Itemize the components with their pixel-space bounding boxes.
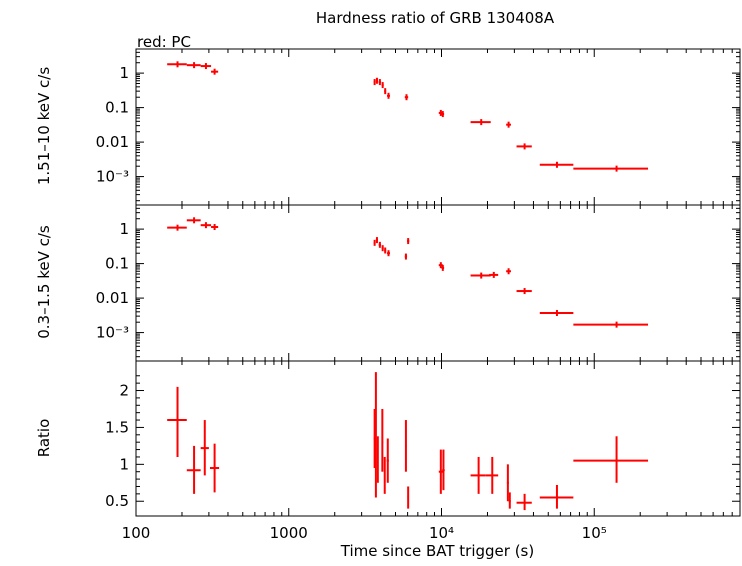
- x-axis-label: Time since BAT trigger (s): [340, 542, 535, 560]
- y-tick-label: 1.5: [105, 418, 129, 436]
- y-tick-label: 10⁻³: [96, 324, 129, 342]
- y-tick-label: 1: [119, 64, 129, 82]
- y-tick-label: 0.5: [105, 492, 129, 510]
- y-tick-label: 0.1: [105, 255, 129, 273]
- y-tick-label: 1: [119, 220, 129, 238]
- x-tick-label: 10⁵: [582, 524, 607, 542]
- panel-1-frame: [135, 48, 741, 206]
- x-tick-label: 1000: [270, 524, 308, 542]
- panel-2-frame: [135, 204, 741, 362]
- y-tick-label: 0.01: [96, 133, 129, 151]
- y-tick-label: 10⁻³: [96, 168, 129, 186]
- y-tick-label: 1: [119, 455, 129, 473]
- y-tick-label: 0.1: [105, 99, 129, 117]
- y-tick-label: 0.01: [96, 289, 129, 307]
- chart-subtitle: red: PC: [137, 33, 191, 51]
- x-tick-label: 100: [122, 524, 151, 542]
- chart-title: Hardness ratio of GRB 130408A: [315, 9, 555, 27]
- x-tick-label: 10⁴: [429, 524, 454, 542]
- panel-3-frame: [135, 360, 741, 517]
- y-tick-label: 2: [119, 382, 129, 400]
